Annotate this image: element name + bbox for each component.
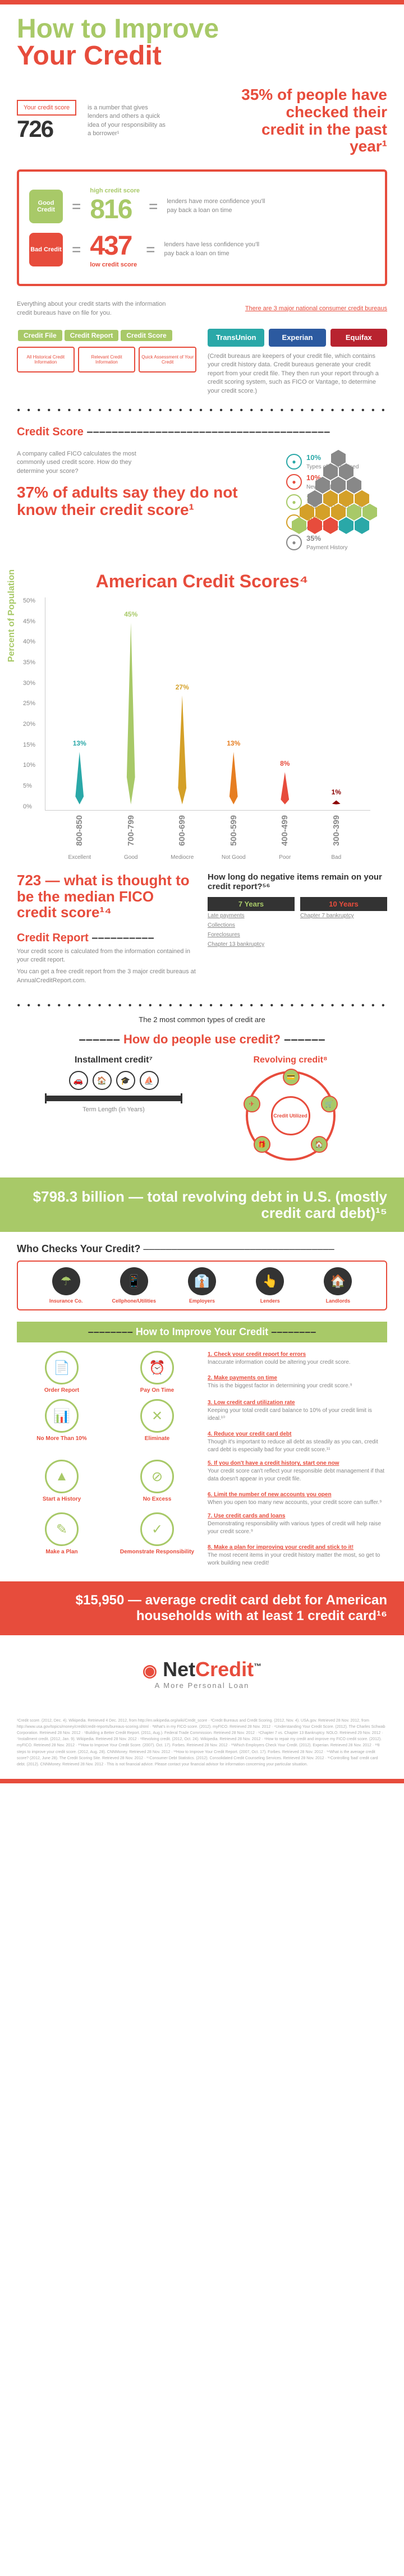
bar-800-850: 13%800-850Excellent — [62, 752, 97, 804]
gift-icon: 🎁 — [254, 1136, 270, 1153]
home-icon: 🏠 — [311, 1136, 328, 1153]
card-icon: 💳 — [283, 1069, 300, 1085]
stat-35: 35% of people have checked their credit … — [241, 86, 387, 155]
negative-title: How long do negative items remain on you… — [208, 872, 387, 891]
fico-desc: A company called FICO calculates the mos… — [17, 450, 140, 476]
car-icon: 🚗 — [69, 1071, 88, 1090]
bad-badge: Bad Credit — [29, 233, 63, 266]
improve-icon: ✓Demonstrate Responsibility — [112, 1512, 202, 1555]
diag-box: All Historical Credit Information — [17, 347, 75, 372]
credit-score-label: Credit Score –––––––––––––––––––––––––––… — [0, 420, 404, 444]
bad-score: 437 — [90, 231, 137, 261]
page-title: How to ImproveYour Credit — [17, 16, 387, 70]
who-item: 👆Lenders — [239, 1267, 301, 1304]
diag-box: Relevant Credit Information — [78, 347, 136, 372]
cc-debt-stat: $15,950 — average credit card debt for A… — [17, 1593, 387, 1623]
plane-icon: ✈ — [244, 1096, 260, 1112]
use-header: –––––– How do people use credit? –––––– — [0, 1032, 404, 1055]
improve-text: 1. Check your credit report for errorsIn… — [208, 1351, 387, 1390]
who-item: ☂Insurance Co. — [35, 1267, 97, 1304]
installment-label: Installment credit⁷ — [34, 1055, 194, 1065]
bureau-equifax: Equifax — [330, 329, 387, 347]
bar-500-599: 13%500-599Not Good — [217, 752, 251, 804]
stat-37: 37% of adults say they do not know their… — [17, 484, 264, 519]
diag-box: Quick Assessment of Your Credit — [139, 347, 196, 372]
debt-stat: $798.3 billion — total revolving debt in… — [17, 1189, 387, 1221]
score-label: Your credit score — [17, 100, 76, 116]
improve-text: 5. If you don't have a credit history, s… — [208, 1460, 387, 1507]
who-title: Who Checks Your Credit? ––––––––––––––––… — [0, 1238, 404, 1261]
chart-title: American Credit Scores⁴ — [0, 560, 404, 597]
who-item: 👔Employers — [171, 1267, 233, 1304]
revolving-diagram: Credit Utilized 💳 🛒 🏠 🎁 ✈ — [246, 1071, 336, 1161]
improve-icon: 📄Order Report — [17, 1351, 107, 1393]
improve-text: 3. Low credit card utilization rateKeepi… — [208, 1399, 387, 1454]
score-description: is a number that gives lenders and other… — [88, 104, 166, 139]
credit-report-label: Credit Report –––––––––– — [17, 921, 196, 947]
improve-icon: ✕Eliminate — [112, 1399, 202, 1442]
house-icon: 🏠 — [93, 1071, 112, 1090]
improve-header: –––––––– How to Improve Your Credit ––––… — [17, 1322, 387, 1342]
score-value: 726 — [17, 116, 76, 142]
improve-icon: ▲Start a History — [17, 1460, 107, 1502]
cart-icon: 🛒 — [321, 1096, 338, 1112]
good-badge: Good Credit — [29, 190, 63, 223]
improve-icon: ✎Make a Plan — [17, 1512, 107, 1555]
tagline: A More Personal Loan — [17, 1681, 387, 1690]
good-desc: lenders have more confidence you'll pay … — [167, 197, 268, 215]
bureau-intro: Everything about your credit starts with… — [17, 300, 174, 318]
good-score: 816 — [90, 194, 140, 225]
bar-700-799: 45%700-799Good — [114, 623, 149, 804]
bureau-experian: Experian — [269, 329, 325, 347]
who-item: 📱Cellphone/Utilities — [103, 1267, 165, 1304]
bureau-desc: (Credit bureaus are keepers of your cred… — [208, 352, 387, 395]
boat-icon: ⛵ — [140, 1071, 159, 1090]
bar-300-399: 1%300-399Bad — [319, 801, 354, 804]
education-icon: 🎓 — [116, 1071, 135, 1090]
credit-chart: Percent of Population 50%45%40%35%30%25%… — [45, 597, 370, 811]
netcredit-logo: ◉ NetCredit™ — [17, 1658, 387, 1681]
references: ¹Credit score. (2012, Dec. 4). Wikipedia… — [0, 1706, 404, 1779]
bad-desc: lenders have less confidence you'll pay … — [164, 241, 265, 258]
years-7: 7 Years — [208, 897, 295, 911]
who-item: 🏠Landlords — [307, 1267, 369, 1304]
bureau-note: There are 3 major national consumer cred… — [245, 305, 387, 313]
improve-icon: ⏰Pay On Time — [112, 1351, 202, 1393]
revolving-label: Revolving credit⁸ — [210, 1055, 370, 1065]
good-bad-frame: Good Credit = high credit score 816 = le… — [17, 169, 387, 286]
improve-icon: ⊘No Excess — [112, 1460, 202, 1502]
factor-item: ●35%Payment History — [286, 534, 387, 551]
improve-icon: 📊No More Than 10% — [17, 1399, 107, 1442]
bureau-transunion: TransUnion — [208, 329, 264, 347]
bar-600-699: 27%600-699Mediocre — [165, 696, 200, 804]
improve-text: 7. Use credit cards and loansDemonstrati… — [208, 1512, 387, 1567]
median-723: 723 — what is thought to be the median F… — [17, 872, 196, 921]
years-10: 10 Years — [300, 897, 387, 911]
bar-400-499: 8%400-499Poor — [268, 772, 302, 804]
